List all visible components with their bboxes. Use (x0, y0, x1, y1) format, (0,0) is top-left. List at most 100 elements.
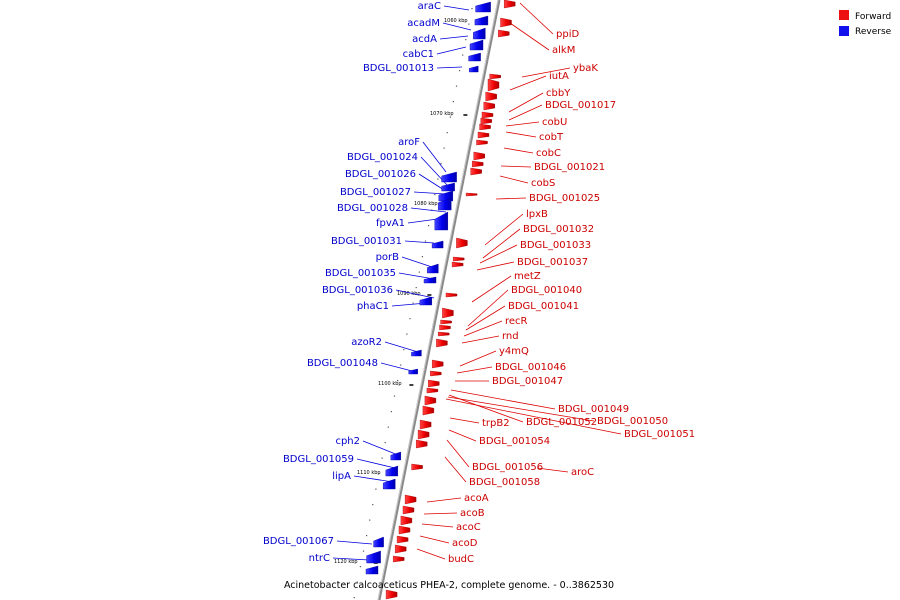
reverse-leader-line (410, 207, 447, 213)
forward-leader-line (471, 275, 512, 303)
forward-leader-line (456, 366, 493, 374)
forward-gene-label-bdgl-001025: BDGL_001025 (529, 193, 600, 204)
reverse-gene-label-bdgl-001048: BDGL_001048 (307, 358, 378, 369)
forward-gene-glyph (393, 555, 405, 563)
kbp-tick-label: 1070 kbp (430, 111, 454, 117)
legend: Forward Reverse (839, 10, 892, 37)
forward-leader-line (508, 92, 544, 113)
legend-forward-label: Forward (855, 12, 891, 22)
forward-gene-glyph (411, 463, 423, 471)
forward-gene-glyph (481, 111, 494, 119)
reverse-leader-line (332, 557, 370, 561)
forward-gene-glyph (465, 192, 478, 197)
forward-leader-line (446, 439, 470, 468)
minor-tick (462, 54, 464, 56)
minor-tick (421, 256, 423, 258)
forward-gene-label-y4mq: y4mQ (499, 346, 529, 357)
minor-tick (366, 535, 368, 537)
forward-gene-glyph (402, 505, 415, 515)
forward-gene-glyph (430, 370, 442, 377)
forward-gene-label-bdgl-001049: BDGL_001049 (558, 404, 629, 415)
reverse-gene-label-bdgl-001026: BDGL_001026 (345, 169, 416, 180)
reverse-gene-glyph (373, 536, 384, 548)
reverse-leader-line (384, 341, 419, 353)
forward-leader-line (505, 131, 537, 138)
forward-gene-label-acob: acoB (460, 508, 485, 519)
forward-gene-label-cobc: cobC (536, 148, 561, 159)
kbp-tick-label: 1110 kbp (357, 470, 381, 476)
forward-leader-line (461, 335, 500, 344)
forward-gene-label-bdgl-001017: BDGL_001017 (545, 100, 616, 111)
reverse-gene-glyph (469, 39, 484, 51)
forward-gene-label-aroc: aroC (571, 467, 594, 478)
forward-gene-label-bdgl-001050: BDGL_001050 (597, 416, 668, 427)
forward-leader-line (505, 121, 540, 127)
reverse-gene-glyph (411, 349, 422, 357)
minor-ticks (353, 8, 473, 599)
forward-leader-line (423, 512, 458, 515)
forward-gene-label-bdgl-001040: BDGL_001040 (511, 285, 582, 296)
forward-gene-label-rnd: rnd (502, 331, 519, 342)
minor-tick (452, 101, 454, 103)
minor-tick (378, 473, 380, 475)
minor-tick (415, 287, 417, 289)
minor-tick (397, 380, 399, 382)
forward-gene-label-ppid: ppiD (556, 29, 579, 40)
minor-tick (393, 395, 396, 397)
reverse-gene-label-acda: acdA (412, 34, 437, 45)
forward-gene-glyph (456, 237, 468, 249)
reverse-gene-glyph (423, 276, 437, 284)
reverse-gene-glyph (473, 27, 486, 40)
forward-leader-line (416, 548, 446, 560)
legend-reverse-swatch (839, 26, 849, 36)
leader-lines (332, 2, 622, 561)
kbp-tick-label: 1100 kbp (378, 381, 402, 387)
forward-leader-line (484, 213, 524, 246)
reverse-gene-glyph (419, 296, 432, 306)
forward-leader-line (445, 398, 622, 435)
minor-tick (437, 178, 439, 180)
reverse-gene-label-fpva1: fpvA1 (376, 218, 405, 229)
forward-gene-glyph (473, 151, 485, 161)
reverse-gene-glyph (434, 211, 448, 231)
reverse-gene-label-phac1: phaC1 (357, 301, 389, 312)
reverse-gene-glyph (438, 197, 452, 211)
forward-gene-glyph (489, 73, 501, 80)
forward-gene-label-cobs: cobS (531, 178, 555, 189)
forward-leader-line (500, 165, 532, 168)
reverse-gene-glyph (441, 182, 455, 192)
minor-tick (412, 302, 414, 304)
forward-leader-line (465, 305, 506, 331)
minor-tick (390, 411, 392, 413)
forward-gene-glyph (439, 324, 451, 331)
reverse-gene-glyph (469, 65, 479, 73)
forward-gene-label-trpb2: trpB2 (482, 418, 510, 429)
minor-tick (409, 318, 411, 320)
forward-gene-label-acoa: acoA (464, 493, 489, 504)
kbp-tick-label: 1060 kbp (444, 18, 468, 24)
minor-tick (356, 581, 358, 583)
forward-leader-line (503, 147, 534, 154)
reverse-gene-label-bdgl-001031: BDGL_001031 (331, 236, 402, 247)
forward-gene-glyph (453, 256, 465, 262)
reverse-gene-label-cph2: cph2 (335, 436, 360, 447)
reverse-gene-label-bdgl-001013: BDGL_001013 (363, 63, 434, 74)
forward-gene-glyph (504, 0, 516, 9)
reverse-gene-glyph (441, 171, 457, 183)
forward-gene-glyph (479, 123, 491, 131)
forward-leader-line (426, 497, 462, 503)
forward-gene-label-bdgl-001058: BDGL_001058 (469, 477, 540, 488)
forward-gene-glyph (398, 525, 411, 535)
forward-gene-glyph (385, 589, 398, 600)
reverse-leader-line (404, 240, 435, 244)
reverse-leader-line (413, 191, 447, 195)
reverse-gene-label-acadm: acadM (407, 18, 440, 29)
minor-tick (468, 23, 470, 25)
reverse-gene-label-arof: aroF (398, 137, 420, 148)
forward-leader-line (463, 320, 503, 337)
forward-leader-line (482, 228, 521, 259)
legend-forward-swatch (839, 10, 849, 20)
minor-tick (471, 8, 473, 10)
